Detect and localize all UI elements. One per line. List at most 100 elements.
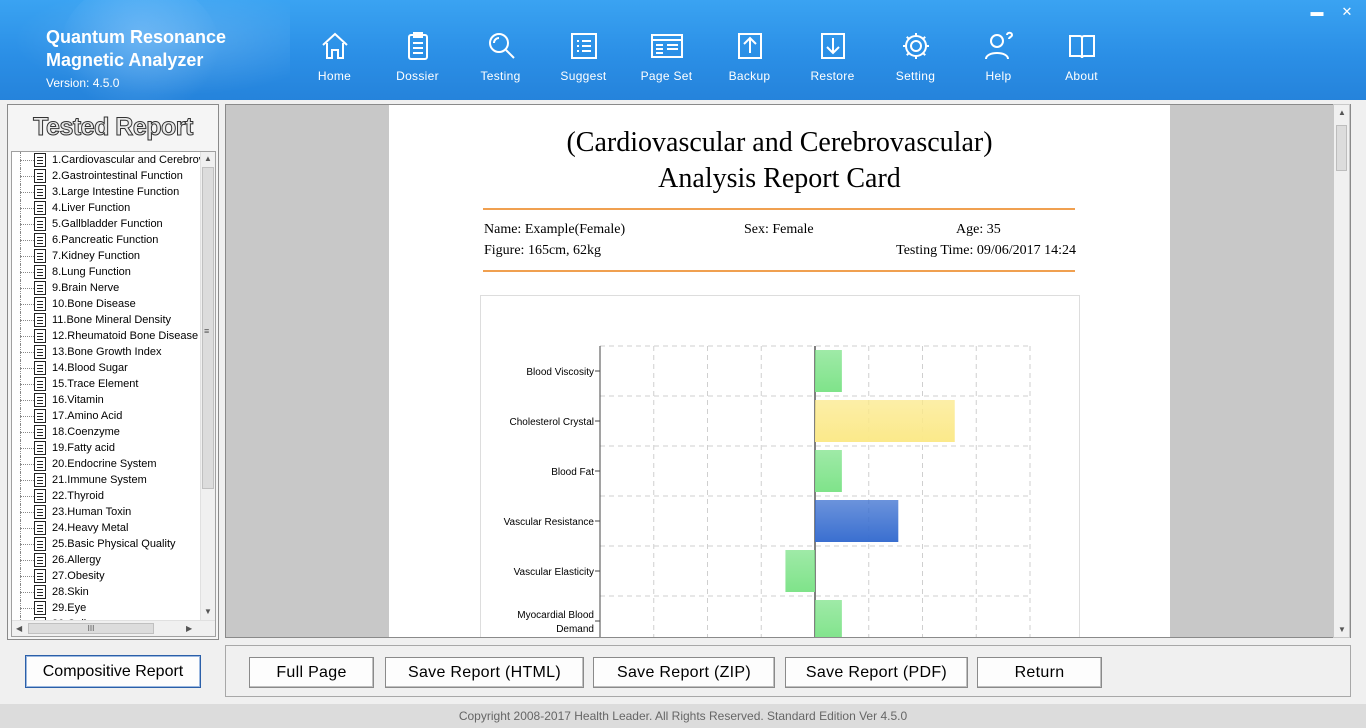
category-label: Blood Viscosity (526, 367, 594, 378)
tree-connector (20, 224, 36, 225)
category-label: Vascular Elasticity (514, 567, 594, 578)
document-icon (34, 569, 46, 583)
tree-item[interactable]: 19.Fatty acid (12, 440, 202, 456)
compositive-report-button[interactable]: Compositive Report (25, 655, 201, 688)
tree-item-label: 1.Cardiovascular and Cerebrov (52, 154, 202, 166)
scroll-left-arrow-icon[interactable]: ◀ (16, 624, 23, 633)
document-icon (34, 361, 46, 375)
tree-item[interactable]: 5.Gallbladder Function (12, 216, 202, 232)
save-zip-button[interactable]: Save Report (ZIP) (593, 657, 775, 688)
tree-item[interactable]: 30.Collagen (12, 616, 202, 620)
divider-bottom (483, 270, 1075, 272)
document-icon (34, 297, 46, 311)
full-page-button[interactable]: Full Page (249, 657, 374, 688)
tree-connector (20, 384, 36, 385)
chart-bar (785, 550, 815, 592)
tree-item[interactable]: 1.Cardiovascular and Cerebrov (12, 152, 202, 168)
app-version: Version: 4.5.0 (46, 76, 120, 90)
tree-item[interactable]: 10.Bone Disease (12, 296, 202, 312)
tree-item[interactable]: 18.Coenzyme (12, 424, 202, 440)
nav-help[interactable]: Help (957, 28, 1040, 92)
tree-connector (20, 288, 36, 289)
save-pdf-button[interactable]: Save Report (PDF) (785, 657, 968, 688)
nav-page-set[interactable]: Page Set (625, 28, 708, 92)
document-icon (34, 153, 46, 167)
return-button[interactable]: Return (977, 657, 1102, 688)
tree-item[interactable]: 26.Allergy (12, 552, 202, 568)
tree-item[interactable]: 23.Human Toxin (12, 504, 202, 520)
document-icon (34, 393, 46, 407)
tree-item[interactable]: 21.Immune System (12, 472, 202, 488)
category-label: Vascular Resistance (504, 517, 595, 528)
tree-item[interactable]: 28.Skin (12, 584, 202, 600)
scroll-grip-icon: ≡ (204, 326, 210, 336)
nav-testing[interactable]: Testing (459, 28, 542, 92)
tree-item[interactable]: 24.Heavy Metal (12, 520, 202, 536)
tree-item[interactable]: 8.Lung Function (12, 264, 202, 280)
tree-item[interactable]: 15.Trace Element (12, 376, 202, 392)
tree-item-label: 20.Endocrine System (52, 458, 157, 470)
tree-item[interactable]: 6.Pancreatic Function (12, 232, 202, 248)
tree-item[interactable]: 12.Rheumatoid Bone Disease (12, 328, 202, 344)
close-button[interactable]: ✕ (1341, 4, 1353, 19)
tree-item[interactable]: 27.Obesity (12, 568, 202, 584)
viewer-scroll-up-icon[interactable]: ▲ (1338, 108, 1346, 117)
analysis-chart: Blood Viscosity Cholesterol Crystal Blood … (480, 295, 1080, 637)
nav-home-label: Home (317, 69, 352, 83)
report-page: (Cardiovascular and Cerebrovascular) Ana… (389, 105, 1170, 637)
tree-connector (20, 320, 36, 321)
tree-item-label: 16.Vitamin (52, 394, 104, 406)
category-label: Myocardial Blood Demand (517, 610, 594, 635)
document-icon (34, 505, 46, 519)
tree-item[interactable]: 13.Bone Growth Index (12, 344, 202, 360)
book-icon (1068, 35, 1095, 59)
tree-hscroll-thumb[interactable]: III (28, 623, 154, 634)
document-icon (34, 217, 46, 231)
gear-icon (902, 33, 929, 59)
nav-suggest[interactable]: Suggest (542, 28, 625, 92)
scroll-down-arrow-icon[interactable]: ▼ (204, 607, 212, 616)
chart-bar (815, 400, 955, 442)
tree-item[interactable]: 29.Eye (12, 600, 202, 616)
tree-item[interactable]: 7.Kidney Function (12, 248, 202, 264)
document-icon (34, 313, 46, 327)
brand-area: Quantum Resonance Magnetic Analyzer Vers… (0, 0, 290, 100)
tree-connector (20, 160, 36, 161)
nav-backup[interactable]: Backup (708, 28, 791, 92)
tree-vertical-scrollbar[interactable]: ▲ ≡ ▼ (200, 152, 215, 620)
tree-vscroll-thumb[interactable] (202, 167, 214, 489)
viewer-vertical-scrollbar[interactable]: ▲ ▼ (1333, 104, 1350, 638)
tree-item[interactable]: 4.Liver Function (12, 200, 202, 216)
tree-connector (20, 256, 36, 257)
nav-home[interactable]: Home (293, 28, 376, 92)
scroll-right-arrow-icon[interactable]: ▶ (186, 624, 193, 633)
tree-item[interactable]: 14.Blood Sugar (12, 360, 202, 376)
save-html-button[interactable]: Save Report (HTML) (385, 657, 584, 688)
tree-item[interactable]: 16.Vitamin (12, 392, 202, 408)
nav-about[interactable]: About (1040, 28, 1123, 92)
home-icon (321, 32, 348, 59)
tree-item[interactable]: 20.Endocrine System (12, 456, 202, 472)
document-icon (34, 441, 46, 455)
tree-item-label: 11.Bone Mineral Density (52, 314, 172, 326)
nav-restore[interactable]: Restore (791, 28, 874, 92)
tree-item[interactable]: 2.Gastrointestinal Function (12, 168, 202, 184)
viewer-scroll-down-icon[interactable]: ▼ (1338, 625, 1346, 634)
tree-item-label: 23.Human Toxin (52, 506, 132, 518)
tree-item[interactable]: 17.Amino Acid (12, 408, 202, 424)
tree-item[interactable]: 25.Basic Physical Quality (12, 536, 202, 552)
tree-item[interactable]: 3.Large Intestine Function (12, 184, 202, 200)
report-title-line1: (Cardiovascular and Cerebrovascular) (566, 127, 993, 158)
minimize-button[interactable]: ▬ (1310, 4, 1324, 19)
scroll-up-arrow-icon[interactable]: ▲ (204, 154, 212, 163)
tree-item[interactable]: 22.Thyroid (12, 488, 202, 504)
tree-item[interactable]: 9.Brain Nerve (12, 280, 202, 296)
tree-item-label: 25.Basic Physical Quality (52, 538, 176, 550)
viewer-scroll-thumb[interactable] (1336, 125, 1347, 171)
document-icon (34, 281, 46, 295)
nav-dossier[interactable]: Dossier (376, 28, 459, 92)
nav-setting[interactable]: Setting (874, 28, 957, 92)
document-icon (34, 169, 46, 183)
tree-horizontal-scrollbar[interactable]: ◀ III ▶ (12, 620, 215, 636)
tree-item[interactable]: 11.Bone Mineral Density (12, 312, 202, 328)
